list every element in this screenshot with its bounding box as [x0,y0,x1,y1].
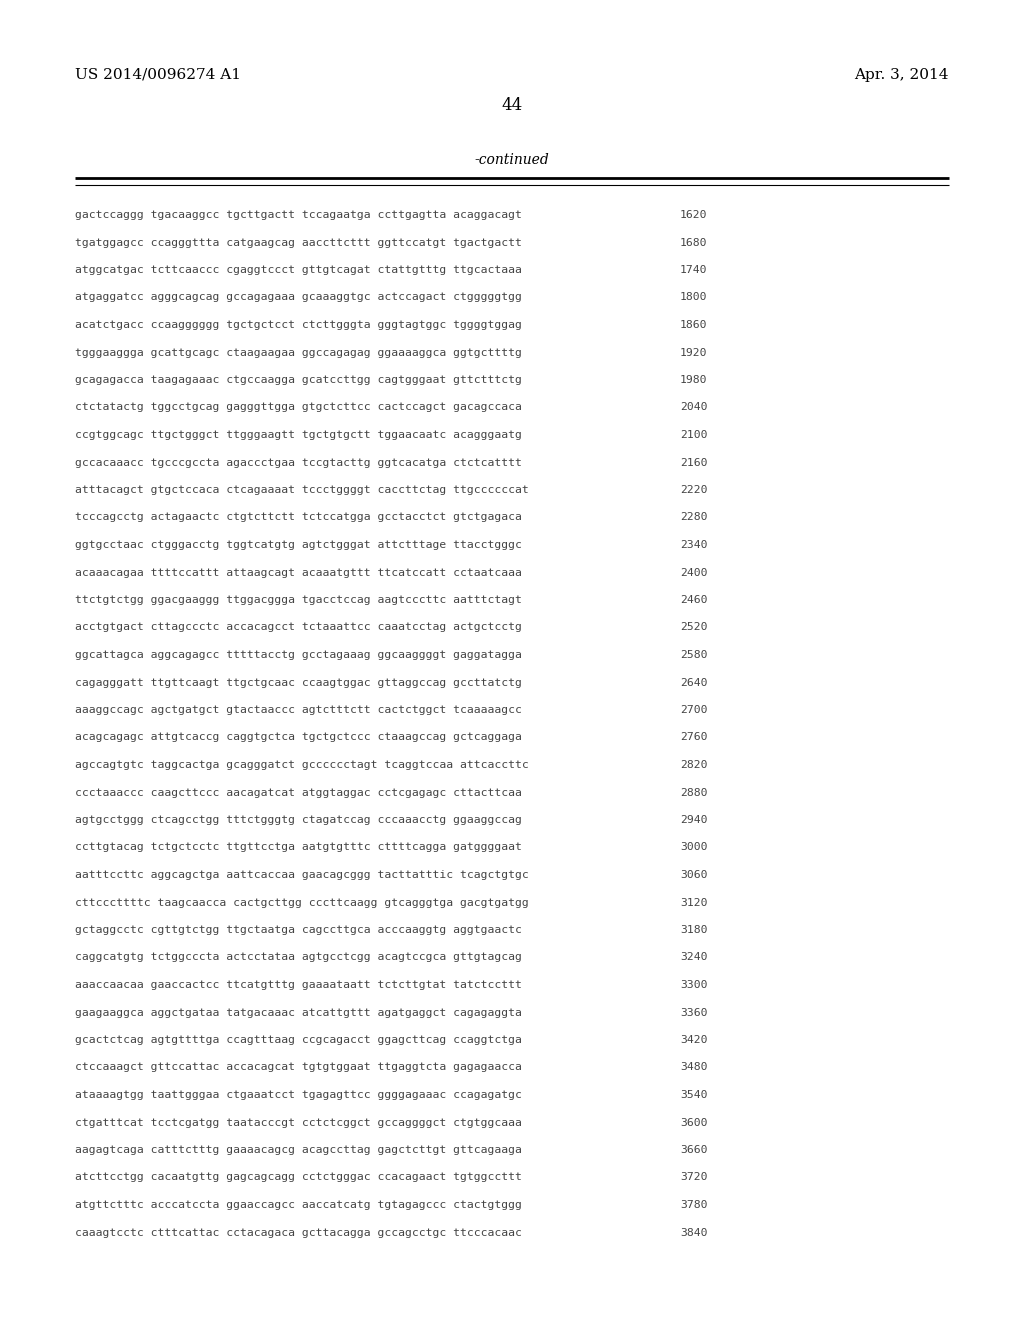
Text: 2580: 2580 [680,649,708,660]
Text: 3000: 3000 [680,842,708,853]
Text: acaaacagaa ttttccattt attaagcagt acaaatgttt ttcatccatt cctaatcaaa: acaaacagaa ttttccattt attaagcagt acaaatg… [75,568,522,578]
Text: agtgcctggg ctcagcctgg tttctgggtg ctagatccag cccaaacctg ggaaggccag: agtgcctggg ctcagcctgg tttctgggtg ctagatc… [75,814,522,825]
Text: tcccagcctg actagaactc ctgtcttctt tctccatgga gcctacctct gtctgagaca: tcccagcctg actagaactc ctgtcttctt tctccat… [75,512,522,523]
Text: 2340: 2340 [680,540,708,550]
Text: 3120: 3120 [680,898,708,908]
Text: 1680: 1680 [680,238,708,248]
Text: 1980: 1980 [680,375,708,385]
Text: 3720: 3720 [680,1172,708,1183]
Text: 3240: 3240 [680,953,708,962]
Text: gaagaaggca aggctgataa tatgacaaac atcattgttt agatgaggct cagagaggta: gaagaaggca aggctgataa tatgacaaac atcattg… [75,1007,522,1018]
Text: 2100: 2100 [680,430,708,440]
Text: Apr. 3, 2014: Apr. 3, 2014 [854,69,949,82]
Text: ccttgtacag tctgctcctc ttgttcctga aatgtgtttc cttttcagga gatggggaat: ccttgtacag tctgctcctc ttgttcctga aatgtgt… [75,842,522,853]
Text: 3660: 3660 [680,1144,708,1155]
Text: 3300: 3300 [680,979,708,990]
Text: ataaaagtgg taattgggaa ctgaaatcct tgagagttcc ggggagaaac ccagagatgc: ataaaagtgg taattgggaa ctgaaatcct tgagagt… [75,1090,522,1100]
Text: 2940: 2940 [680,814,708,825]
Text: atgaggatcc agggcagcag gccagagaaa gcaaaggtgc actccagact ctgggggtgg: atgaggatcc agggcagcag gccagagaaa gcaaagg… [75,293,522,302]
Text: aagagtcaga catttctttg gaaaacagcg acagccttag gagctcttgt gttcagaaga: aagagtcaga catttctttg gaaaacagcg acagcct… [75,1144,522,1155]
Text: ggtgcctaac ctgggacctg tggtcatgtg agtctgggat attctttage ttacctgggc: ggtgcctaac ctgggacctg tggtcatgtg agtctgg… [75,540,522,550]
Text: gctaggcctc cgttgtctgg ttgctaatga cagccttgca acccaaggtg aggtgaactc: gctaggcctc cgttgtctgg ttgctaatga cagcctt… [75,925,522,935]
Text: atggcatgac tcttcaaccc cgaggtccct gttgtcagat ctattgtttg ttgcactaaa: atggcatgac tcttcaaccc cgaggtccct gttgtca… [75,265,522,275]
Text: gccacaaacc tgcccgccta agaccctgaa tccgtacttg ggtcacatga ctctcatttt: gccacaaacc tgcccgccta agaccctgaa tccgtac… [75,458,522,467]
Text: atgttctttc acccatccta ggaaccagcc aaccatcatg tgtagagccc ctactgtggg: atgttctttc acccatccta ggaaccagcc aaccatc… [75,1200,522,1210]
Text: atcttcctgg cacaatgttg gagcagcagg cctctgggac ccacagaact tgtggccttt: atcttcctgg cacaatgttg gagcagcagg cctctgg… [75,1172,522,1183]
Text: 2040: 2040 [680,403,708,412]
Text: acctgtgact cttagccctc accacagcct tctaaattcc caaatcctag actgctcctg: acctgtgact cttagccctc accacagcct tctaaat… [75,623,522,632]
Text: US 2014/0096274 A1: US 2014/0096274 A1 [75,69,241,82]
Text: 2640: 2640 [680,677,708,688]
Text: ccgtggcagc ttgctgggct ttgggaagtt tgctgtgctt tggaacaatc acagggaatg: ccgtggcagc ttgctgggct ttgggaagtt tgctgtg… [75,430,522,440]
Text: 2280: 2280 [680,512,708,523]
Text: 2820: 2820 [680,760,708,770]
Text: ttctgtctgg ggacgaaggg ttggacggga tgacctccag aagtcccttc aatttctagt: ttctgtctgg ggacgaaggg ttggacggga tgacctc… [75,595,522,605]
Text: 3840: 3840 [680,1228,708,1238]
Text: 2760: 2760 [680,733,708,742]
Text: 3780: 3780 [680,1200,708,1210]
Text: 1740: 1740 [680,265,708,275]
Text: ctctatactg tggcctgcag gagggttgga gtgctcttcc cactccagct gacagccaca: ctctatactg tggcctgcag gagggttgga gtgctct… [75,403,522,412]
Text: 2700: 2700 [680,705,708,715]
Text: 2160: 2160 [680,458,708,467]
Text: atttacagct gtgctccaca ctcagaaaat tccctggggt caccttctag ttgccccccat: atttacagct gtgctccaca ctcagaaaat tccctgg… [75,484,528,495]
Text: 2460: 2460 [680,595,708,605]
Text: 1860: 1860 [680,319,708,330]
Text: ctccaaagct gttccattac accacagcat tgtgtggaat ttgaggtcta gagagaacca: ctccaaagct gttccattac accacagcat tgtgtgg… [75,1063,522,1072]
Text: 44: 44 [502,96,522,114]
Text: agccagtgtc taggcactga gcagggatct gcccccctagt tcaggtccaa attcaccttc: agccagtgtc taggcactga gcagggatct gcccccc… [75,760,528,770]
Text: 2220: 2220 [680,484,708,495]
Text: 3360: 3360 [680,1007,708,1018]
Text: cagagggatt ttgttcaagt ttgctgcaac ccaagtggac gttaggccag gccttatctg: cagagggatt ttgttcaagt ttgctgcaac ccaagtg… [75,677,522,688]
Text: cttcccttttc taagcaacca cactgcttgg cccttcaagg gtcagggtga gacgtgatgg: cttcccttttc taagcaacca cactgcttgg cccttc… [75,898,528,908]
Text: ccctaaaccc caagcttccc aacagatcat atggtaggac cctcgagagc cttacttcaa: ccctaaaccc caagcttccc aacagatcat atggtag… [75,788,522,797]
Text: gcagagacca taagagaaac ctgccaagga gcatccttgg cagtgggaat gttctttctg: gcagagacca taagagaaac ctgccaagga gcatcct… [75,375,522,385]
Text: 3600: 3600 [680,1118,708,1127]
Text: gactccaggg tgacaaggcc tgcttgactt tccagaatga ccttgagtta acaggacagt: gactccaggg tgacaaggcc tgcttgactt tccagaa… [75,210,522,220]
Text: 1800: 1800 [680,293,708,302]
Text: 3480: 3480 [680,1063,708,1072]
Text: 3060: 3060 [680,870,708,880]
Text: ctgatttcat tcctcgatgg taatacccgt cctctcggct gccaggggct ctgtggcaaa: ctgatttcat tcctcgatgg taatacccgt cctctcg… [75,1118,522,1127]
Text: caaagtcctc ctttcattac cctacagaca gcttacagga gccagcctgc ttcccacaac: caaagtcctc ctttcattac cctacagaca gcttaca… [75,1228,522,1238]
Text: 3540: 3540 [680,1090,708,1100]
Text: tgggaaggga gcattgcagc ctaagaagaa ggccagagag ggaaaaggca ggtgcttttg: tgggaaggga gcattgcagc ctaagaagaa ggccaga… [75,347,522,358]
Text: 2520: 2520 [680,623,708,632]
Text: 2880: 2880 [680,788,708,797]
Text: 3420: 3420 [680,1035,708,1045]
Text: acatctgacc ccaagggggg tgctgctcct ctcttgggta gggtagtggc tggggtggag: acatctgacc ccaagggggg tgctgctcct ctcttgg… [75,319,522,330]
Text: acagcagagc attgtcaccg caggtgctca tgctgctccc ctaaagccag gctcaggaga: acagcagagc attgtcaccg caggtgctca tgctgct… [75,733,522,742]
Text: ggcattagca aggcagagcc tttttacctg gcctagaaag ggcaaggggt gaggatagga: ggcattagca aggcagagcc tttttacctg gcctaga… [75,649,522,660]
Text: 3180: 3180 [680,925,708,935]
Text: 1620: 1620 [680,210,708,220]
Text: tgatggagcc ccagggttta catgaagcag aaccttcttt ggttccatgt tgactgactt: tgatggagcc ccagggttta catgaagcag aaccttc… [75,238,522,248]
Text: 2400: 2400 [680,568,708,578]
Text: aaaccaacaa gaaccactcc ttcatgtttg gaaaataatt tctcttgtat tatctccttt: aaaccaacaa gaaccactcc ttcatgtttg gaaaata… [75,979,522,990]
Text: 1920: 1920 [680,347,708,358]
Text: aaaggccagc agctgatgct gtactaaccc agtctttctt cactctggct tcaaaaagcc: aaaggccagc agctgatgct gtactaaccc agtcttt… [75,705,522,715]
Text: -continued: -continued [475,153,549,168]
Text: aatttccttc aggcagctga aattcaccaa gaacagcggg tacttatttic tcagctgtgc: aatttccttc aggcagctga aattcaccaa gaacagc… [75,870,528,880]
Text: caggcatgtg tctggcccta actcctataa agtgcctcgg acagtccgca gttgtagcag: caggcatgtg tctggcccta actcctataa agtgcct… [75,953,522,962]
Text: gcactctcag agtgttttga ccagtttaag ccgcagacct ggagcttcag ccaggtctga: gcactctcag agtgttttga ccagtttaag ccgcaga… [75,1035,522,1045]
